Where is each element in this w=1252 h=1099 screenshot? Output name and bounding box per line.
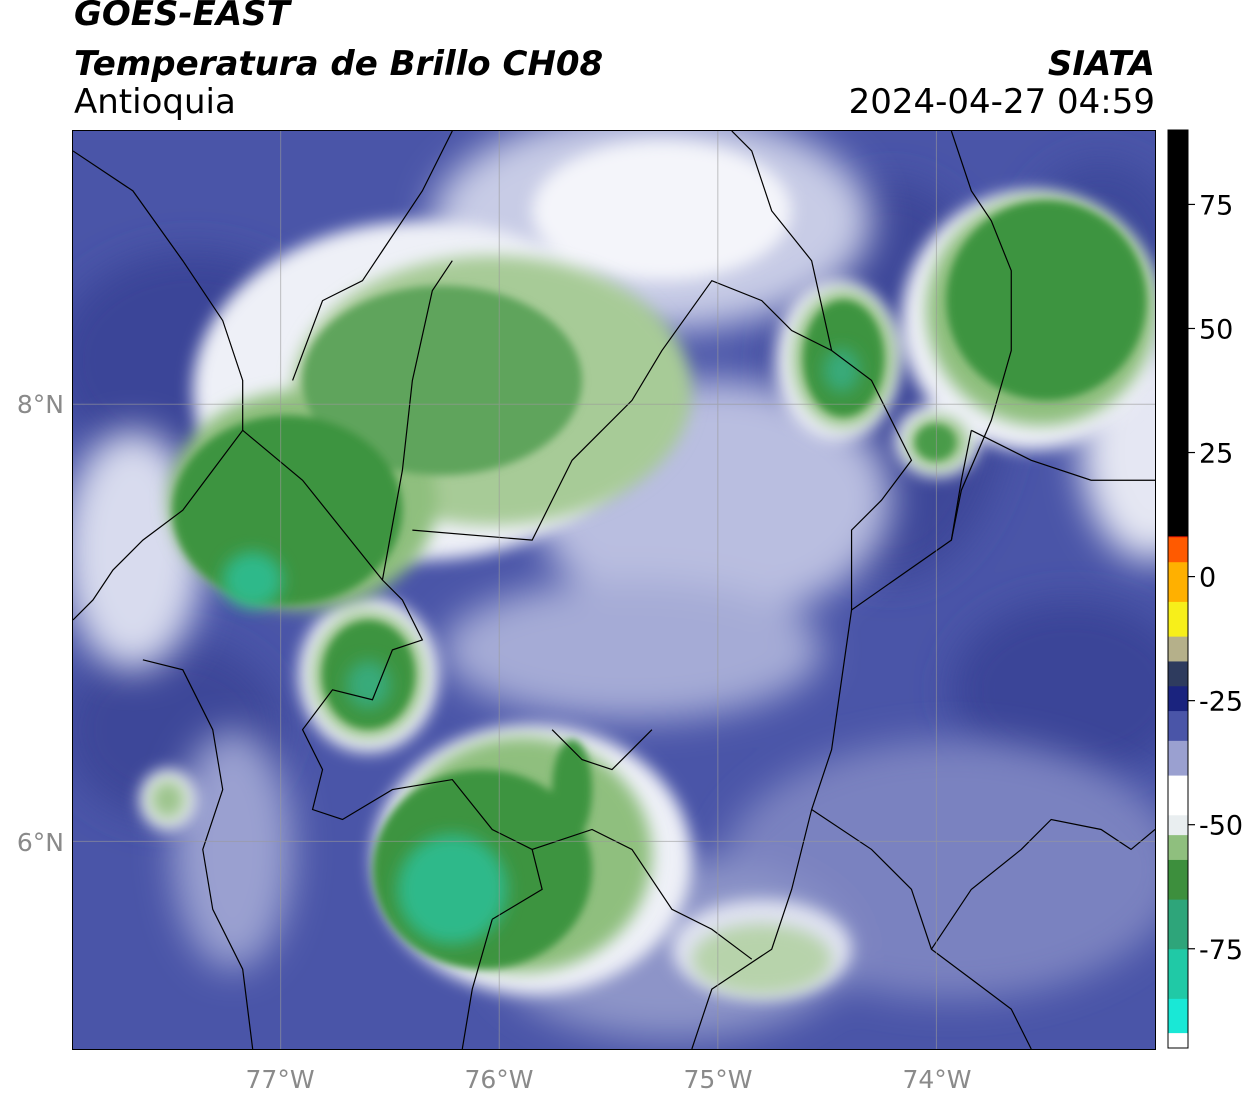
colorbar-segment [1168,948,1188,999]
colorbar-segment [1168,636,1188,662]
lat-tick-label: 6°N [17,828,64,857]
colorbar-segment [1168,775,1188,816]
lat-tick-label: 8°N [17,390,64,419]
colorbar-segment [1168,601,1188,637]
colorbar-tick-label: 75 [1199,190,1233,221]
colorbar-segment [1168,536,1188,563]
colorbar-segment [1168,834,1188,860]
lon-tick-label: 74°W [902,1065,971,1094]
colorbar-tick-label: 50 [1199,314,1233,345]
boundaries [73,131,1155,1049]
colorbar-segment [1168,710,1188,741]
product-title: Temperatura de Brillo CH08 [74,44,604,84]
lon-ticks: 77°W 76°W 75°W 74°W [246,1065,972,1094]
colorbar-segment [1168,859,1188,900]
colorbar-tick-label: -25 [1199,687,1243,718]
lat-ticks: 8°N 6°N [17,390,64,857]
colorbar-segment [1168,899,1188,950]
colorbar-frame [1167,129,1189,1049]
lon-tick-label: 77°W [246,1065,315,1094]
colorbar-segment [1168,740,1188,776]
colorbar-segment [1168,1032,1188,1034]
colorbar-segment [1168,561,1188,602]
colorbar-segment [1168,998,1188,1034]
organization-label: SIATA [1047,44,1155,84]
colorbar-tick-label: 0 [1199,563,1216,594]
colorbar-segment [1168,1033,1188,1049]
colorbar: 75 50 25 0 -25 -50 -75 [1167,129,1243,1049]
colorbar-segment [1168,130,1188,537]
colorbar-segment [1168,660,1188,687]
cloud-coldest-tops [222,348,860,945]
colorbar-tick-label: -50 [1199,811,1243,842]
colorbar-tick-label: 25 [1199,439,1233,470]
colorbar-tick-label: -75 [1199,935,1243,966]
colorbar-segment [1168,814,1188,836]
satellite-map [72,130,1156,1050]
gridlines [73,131,1155,1049]
colorbar-segment [1168,535,1188,538]
region-label: Antioquia [74,82,236,122]
timestamp-label: 2024-04-27 04:59 [848,82,1155,122]
satellite-title: GOES-EAST [74,0,290,34]
lon-tick-label: 75°W [684,1065,753,1094]
colorbar-segment [1168,685,1188,712]
lon-tick-label: 76°W [465,1065,534,1094]
